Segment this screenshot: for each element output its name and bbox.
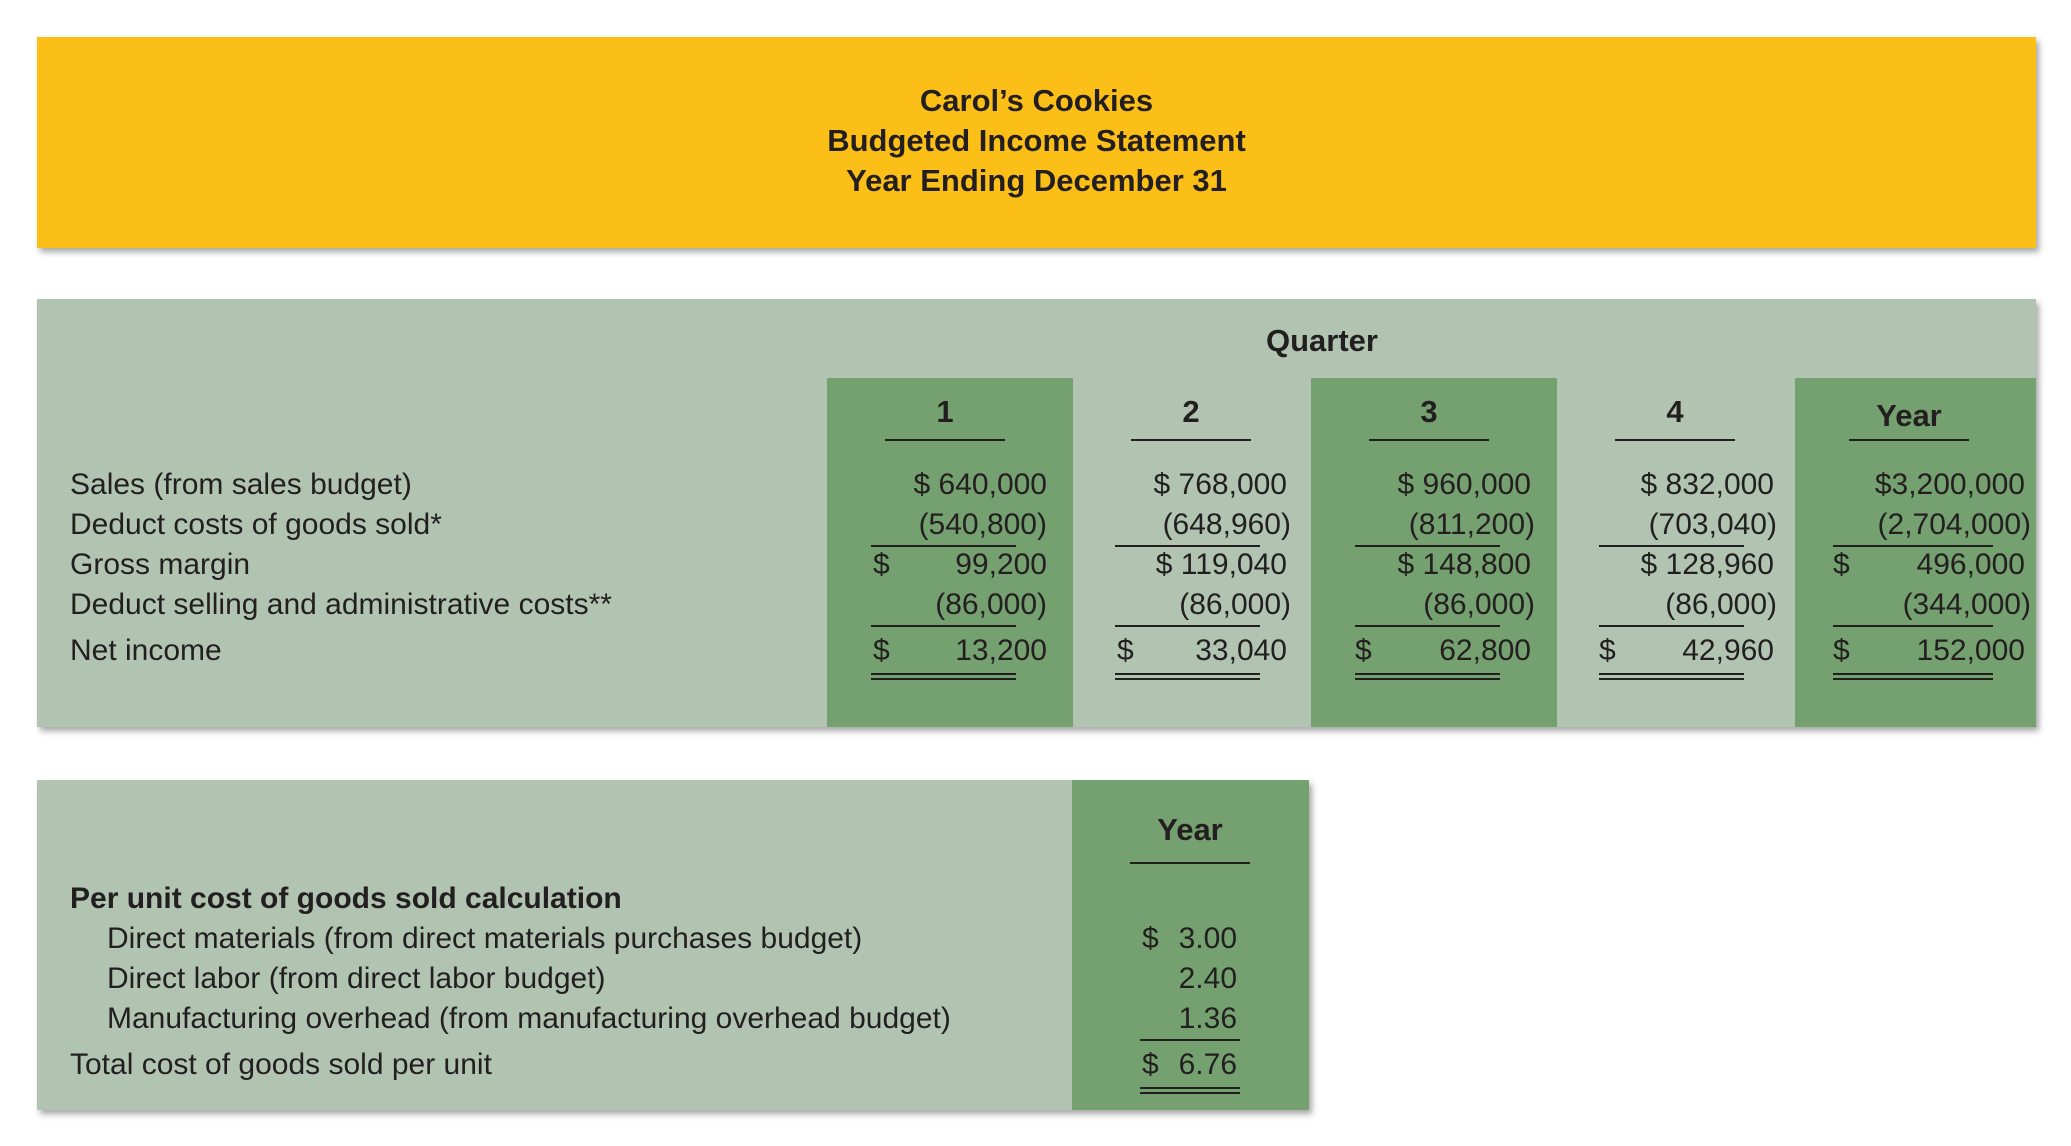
- cell-cogs-q2: (648,960): [1081, 505, 1291, 545]
- cell-net-income-q2: 33,040: [1077, 631, 1287, 671]
- cell-cogs-year: (2,704,000): [1803, 505, 2031, 545]
- header-underline: [1849, 439, 1969, 441]
- unit-cost-section-title: Per unit cost of goods sold calculation: [70, 879, 622, 919]
- company-name: Carol’s Cookies: [37, 81, 2036, 121]
- row-label-sales: Sales (from sales budget): [70, 465, 412, 505]
- cell-selling-admin-q4: (86,000): [1567, 585, 1777, 625]
- header-underline: [1131, 439, 1251, 441]
- column-header-q4: 4: [1615, 392, 1735, 432]
- cell-selling-admin-q3: (86,000): [1325, 585, 1535, 625]
- total-double-rule: [871, 673, 1016, 675]
- cell-sales-q2: $ 768,000: [1077, 465, 1287, 505]
- unit-cost-table: Year Per unit cost of goods sold calcula…: [37, 780, 1309, 1110]
- header-underline: [1615, 439, 1735, 441]
- cell-sales-q4: $ 832,000: [1564, 465, 1774, 505]
- income-statement-table: Quarter 1 2 3 4 Year Sales (from sales b…: [37, 299, 2036, 727]
- row-label-total-unit-cost: Total cost of goods sold per unit: [70, 1045, 492, 1085]
- cell-manufacturing-overhead: 1.36: [1137, 999, 1237, 1039]
- row-label-gross-margin: Gross margin: [70, 545, 250, 585]
- total-double-rule: [1355, 673, 1500, 675]
- subtotal-rule: [1599, 625, 1744, 627]
- cell-cogs-q1: (540,800): [837, 505, 1047, 545]
- cell-direct-labor: 2.40: [1137, 959, 1237, 999]
- column-header-q2: 2: [1131, 392, 1251, 432]
- row-label-selling-admin: Deduct selling and administrative costs*…: [70, 585, 612, 625]
- statement-header: Carol’s Cookies Budgeted Income Statemen…: [37, 37, 2036, 248]
- cell-gross-margin-q2: $ 119,040: [1077, 545, 1287, 585]
- total-double-rule: [1599, 673, 1744, 675]
- row-label-direct-materials: Direct materials (from direct materials …: [107, 919, 862, 959]
- total-double-rule: [1115, 678, 1260, 680]
- cell-gross-margin-q4: $ 128,960: [1564, 545, 1774, 585]
- cell-cogs-q4: (703,040): [1567, 505, 1777, 545]
- total-double-rule: [1355, 678, 1500, 680]
- header-underline: [1369, 439, 1489, 441]
- header-underline: [885, 439, 1005, 441]
- total-double-rule: [1140, 1092, 1240, 1094]
- total-double-rule: [1833, 673, 1993, 675]
- cell-direct-materials: 3.00: [1137, 919, 1237, 959]
- header-underline: [1130, 862, 1250, 864]
- cell-cogs-q3: (811,200): [1325, 505, 1535, 545]
- column-header-q3: 3: [1369, 392, 1489, 432]
- cell-gross-margin-q1: 99,200: [837, 545, 1047, 585]
- cell-gross-margin-q3: $ 148,800: [1321, 545, 1531, 585]
- subtotal-rule: [1140, 1039, 1240, 1041]
- subtotal-rule: [871, 625, 1016, 627]
- total-double-rule: [1599, 678, 1744, 680]
- row-label-net-income: Net income: [70, 631, 222, 671]
- cell-net-income-q1: 13,200: [837, 631, 1047, 671]
- total-double-rule: [1140, 1087, 1240, 1089]
- column-header-q1: 1: [885, 392, 1005, 432]
- total-double-rule: [1833, 678, 1993, 680]
- cell-selling-admin-q1: (86,000): [837, 585, 1047, 625]
- subtotal-rule: [1355, 625, 1500, 627]
- cell-net-income-year: 152,000: [1797, 631, 2025, 671]
- cell-net-income-q4: 42,960: [1564, 631, 1774, 671]
- subtotal-rule: [1833, 625, 1993, 627]
- cell-net-income-q3: 62,800: [1321, 631, 1531, 671]
- cell-sales-year: $3,200,000: [1797, 465, 2025, 505]
- cell-gross-margin-year: 496,000: [1797, 545, 2025, 585]
- quarter-group-header: Quarter: [827, 321, 1817, 361]
- unit-column-header-year: Year: [1130, 810, 1250, 850]
- cell-selling-admin-q2: (86,000): [1081, 585, 1291, 625]
- cell-total-unit-cost: 6.76: [1137, 1045, 1237, 1085]
- total-double-rule: [1115, 673, 1260, 675]
- statement-period: Year Ending December 31: [37, 161, 2036, 201]
- cell-selling-admin-year: (344,000): [1803, 585, 2031, 625]
- subtotal-rule: [1115, 625, 1260, 627]
- cell-sales-q3: $ 960,000: [1321, 465, 1531, 505]
- cell-sales-q1: $ 640,000: [837, 465, 1047, 505]
- column-header-year: Year: [1849, 396, 1969, 436]
- statement-title: Budgeted Income Statement: [37, 121, 2036, 161]
- total-double-rule: [871, 678, 1016, 680]
- row-label-direct-labor: Direct labor (from direct labor budget): [107, 959, 606, 999]
- row-label-cogs: Deduct costs of goods sold*: [70, 505, 442, 545]
- row-label-manufacturing-overhead: Manufacturing overhead (from manufacturi…: [107, 999, 951, 1039]
